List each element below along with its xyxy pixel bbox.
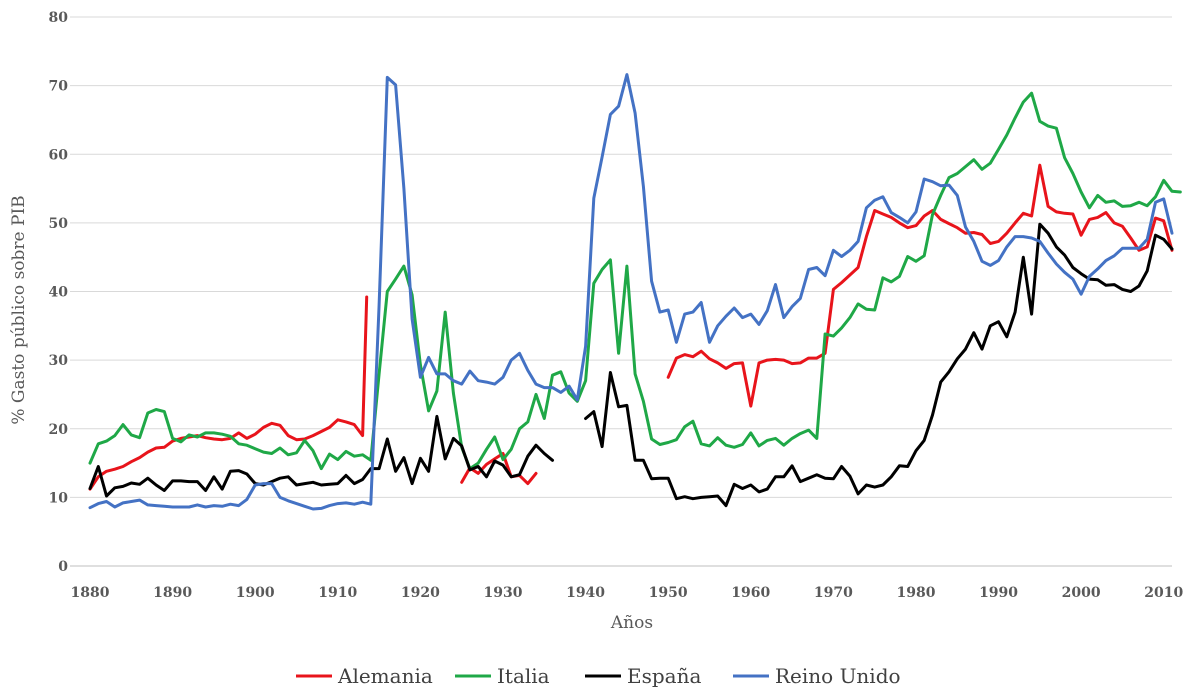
x-tick-label: 1970: [814, 585, 853, 601]
y-tick-label: 70: [49, 79, 69, 95]
x-tick-label: 2000: [1062, 585, 1101, 601]
x-axis-title: Años: [610, 613, 653, 633]
y-axis-title: % Gasto público sobre PIB: [9, 195, 29, 424]
x-tick-label: 2010: [1144, 585, 1183, 601]
series-line-2: [88, 414, 554, 498]
y-tick-label: 40: [49, 285, 69, 301]
x-tick-label: 1990: [979, 585, 1018, 601]
y-tick-label: 30: [49, 353, 69, 369]
legend-label: España: [627, 664, 701, 688]
legend-label: Italia: [497, 664, 550, 688]
series-line-0: [460, 452, 538, 486]
x-tick-label: 1980: [896, 585, 935, 601]
y-axis-ticks: 0 10 20 30 40 50 60 70 80: [49, 10, 69, 575]
y-tick-label: 20: [49, 422, 69, 438]
series-line-0: [666, 163, 1174, 408]
x-tick-label: 1890: [153, 585, 192, 601]
x-tick-label: 1950: [649, 585, 688, 601]
x-tick-label: 1930: [483, 585, 522, 601]
y-tick-label: 80: [49, 10, 69, 26]
y-tick-label: 50: [49, 216, 69, 232]
y-tick-label: 10: [49, 490, 69, 506]
x-tick-label: 1940: [566, 585, 605, 601]
series-lines: [88, 73, 1182, 511]
x-tick-label: 1880: [71, 585, 110, 601]
series-line-1: [88, 91, 1182, 471]
y-tick-label: 0: [58, 559, 68, 575]
series-line-3: [88, 73, 1174, 511]
legend-label: Reino Unido: [775, 664, 901, 688]
x-tick-label: 1900: [236, 585, 275, 601]
legend: Alemania Italia España Reino Unido: [296, 664, 901, 688]
legend-label: Alemania: [337, 664, 433, 688]
series-line-0: [88, 295, 369, 491]
x-axis-ticks: 1880 1890 1900 1910 1920 1930 1940 1950 1960 1970…: [71, 585, 1184, 601]
gridlines: [70, 16, 1172, 498]
series-line-2: [584, 222, 1174, 508]
x-tick-label: 1920: [401, 585, 440, 601]
y-tick-label: 60: [49, 147, 69, 163]
x-tick-label: 1960: [731, 585, 770, 601]
x-tick-label: 1910: [318, 585, 357, 601]
